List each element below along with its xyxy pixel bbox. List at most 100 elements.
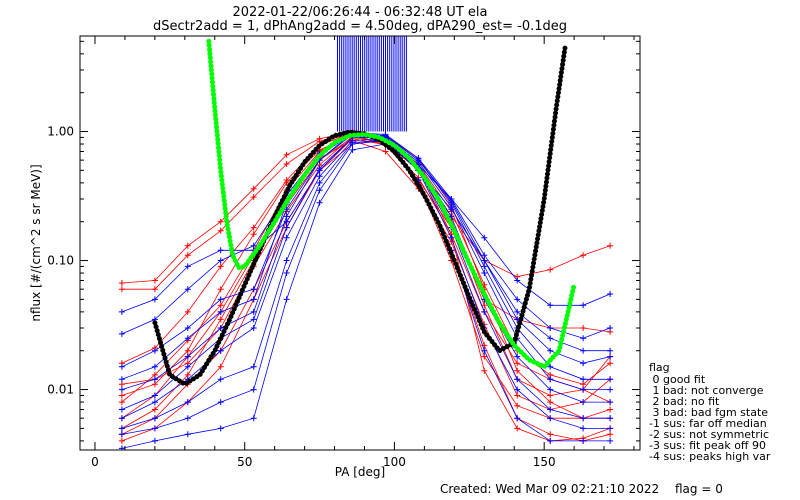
spectrum-point xyxy=(547,363,554,370)
spectrum-point xyxy=(547,302,554,309)
spectrum-point xyxy=(217,296,224,303)
y-tick-label: 0.10 xyxy=(47,254,74,268)
spectrum-point xyxy=(250,325,257,331)
spectrum-point xyxy=(481,263,488,270)
spectrum-point xyxy=(118,406,125,413)
spectrum-line xyxy=(121,133,611,380)
spectrum-point xyxy=(184,335,191,342)
spectrum-point xyxy=(547,347,554,354)
spectrum-point xyxy=(481,257,488,264)
spectrum-point xyxy=(184,242,191,249)
legend-item: -3 sus: fit peak off 90 xyxy=(649,439,766,452)
spectrum-point xyxy=(118,386,125,393)
legend-title: flag xyxy=(649,361,670,374)
spectrum-point xyxy=(151,296,158,303)
spectrum-point xyxy=(184,263,191,270)
spectrum-point xyxy=(151,363,158,370)
spectrum-point xyxy=(514,296,521,303)
spectrum-point xyxy=(547,431,554,438)
spectrum-point xyxy=(283,151,290,158)
spectrum-point xyxy=(607,291,614,297)
spectrum-point xyxy=(250,415,257,422)
spectrum-point xyxy=(217,347,224,354)
spectrum-point xyxy=(481,234,488,241)
spectrum-point xyxy=(118,415,125,422)
plot-area xyxy=(118,36,614,450)
spectrum-point xyxy=(184,353,191,360)
spectrum-point xyxy=(580,325,587,331)
spectrum-point xyxy=(448,234,455,241)
spectrum-point xyxy=(250,308,257,315)
spectrum-point xyxy=(514,308,521,315)
legend-item: -4 sus: peaks high var xyxy=(649,450,771,463)
spectrum-point xyxy=(250,194,257,201)
spectrum-point xyxy=(316,199,323,206)
spectrum-line xyxy=(121,138,611,442)
spectrum-point xyxy=(580,360,587,367)
spectrum-point xyxy=(118,392,125,399)
spectrum-point xyxy=(217,308,224,315)
spectrum-point xyxy=(547,386,554,393)
spectrum-point xyxy=(382,148,389,155)
spectrum-point xyxy=(607,360,614,367)
spectrum-point xyxy=(283,257,290,264)
spectrum-point xyxy=(481,367,488,374)
spectrum-point xyxy=(316,179,323,186)
spectrum-line xyxy=(121,136,611,313)
spectrum-point xyxy=(250,286,257,293)
spectrum-line xyxy=(121,143,611,449)
spectrum-point xyxy=(151,399,158,406)
chart-title-line1: 2022-01-22/06:26:44 - 06:32:48 UT ela xyxy=(233,5,488,20)
spectrum-point xyxy=(580,302,587,309)
spectrum-point xyxy=(118,399,125,406)
spectrum-point xyxy=(382,132,389,139)
legend-item: 2 bad: no fit xyxy=(649,395,720,408)
spectrum-point xyxy=(547,399,554,406)
spectrum-point xyxy=(283,234,290,241)
spectrum-point xyxy=(316,173,323,180)
legend-item: 3 bad: bad fgm state xyxy=(649,406,768,419)
spectrum-point xyxy=(349,146,356,153)
spectrum-point xyxy=(481,308,488,315)
spectrum-line xyxy=(121,139,611,442)
x-axis-label: PA [deg] xyxy=(335,465,385,479)
spectrum-point xyxy=(415,157,422,164)
spectrum-point xyxy=(184,325,191,331)
spectrum-point xyxy=(151,415,158,422)
spectrum-point xyxy=(151,392,158,399)
spectrum-point xyxy=(151,437,158,444)
spectrum-point xyxy=(514,353,521,360)
spectrum-point xyxy=(217,257,224,264)
y-tick-label: 1.00 xyxy=(47,125,74,139)
spectrum-point xyxy=(448,197,455,204)
spectrum-point xyxy=(151,347,158,354)
spectrum-point xyxy=(547,437,554,444)
spectrum-point xyxy=(217,425,224,432)
spectrum-point xyxy=(118,437,125,444)
spectrum-point xyxy=(514,402,521,409)
spectrum-point xyxy=(250,296,257,303)
spectrum-point xyxy=(217,399,224,406)
spectrum-point xyxy=(607,415,614,422)
spectrum-point xyxy=(250,386,257,393)
spectrum-point xyxy=(250,242,257,249)
spectrum-point xyxy=(607,353,614,360)
spectrum-point xyxy=(448,213,455,220)
spectrum-point xyxy=(184,363,191,370)
spectrum-point xyxy=(514,425,521,432)
spectrum-point xyxy=(118,330,125,337)
spectrum-point xyxy=(217,376,224,383)
spectrum-point xyxy=(151,406,158,413)
spectrum-point xyxy=(118,286,125,293)
x-tick-label: 50 xyxy=(237,455,252,469)
legend-item: -1 sus: far off median xyxy=(649,417,767,430)
spectrum-line xyxy=(121,140,611,435)
spectrum-point xyxy=(481,347,488,354)
spectrum-point xyxy=(118,363,125,370)
spectrum-point xyxy=(547,376,554,383)
spectrum-point xyxy=(607,386,614,393)
spectrum-point xyxy=(580,425,587,432)
spectrum-point xyxy=(283,270,290,276)
spectrum-point xyxy=(514,386,521,393)
spectrum-point xyxy=(151,376,158,383)
